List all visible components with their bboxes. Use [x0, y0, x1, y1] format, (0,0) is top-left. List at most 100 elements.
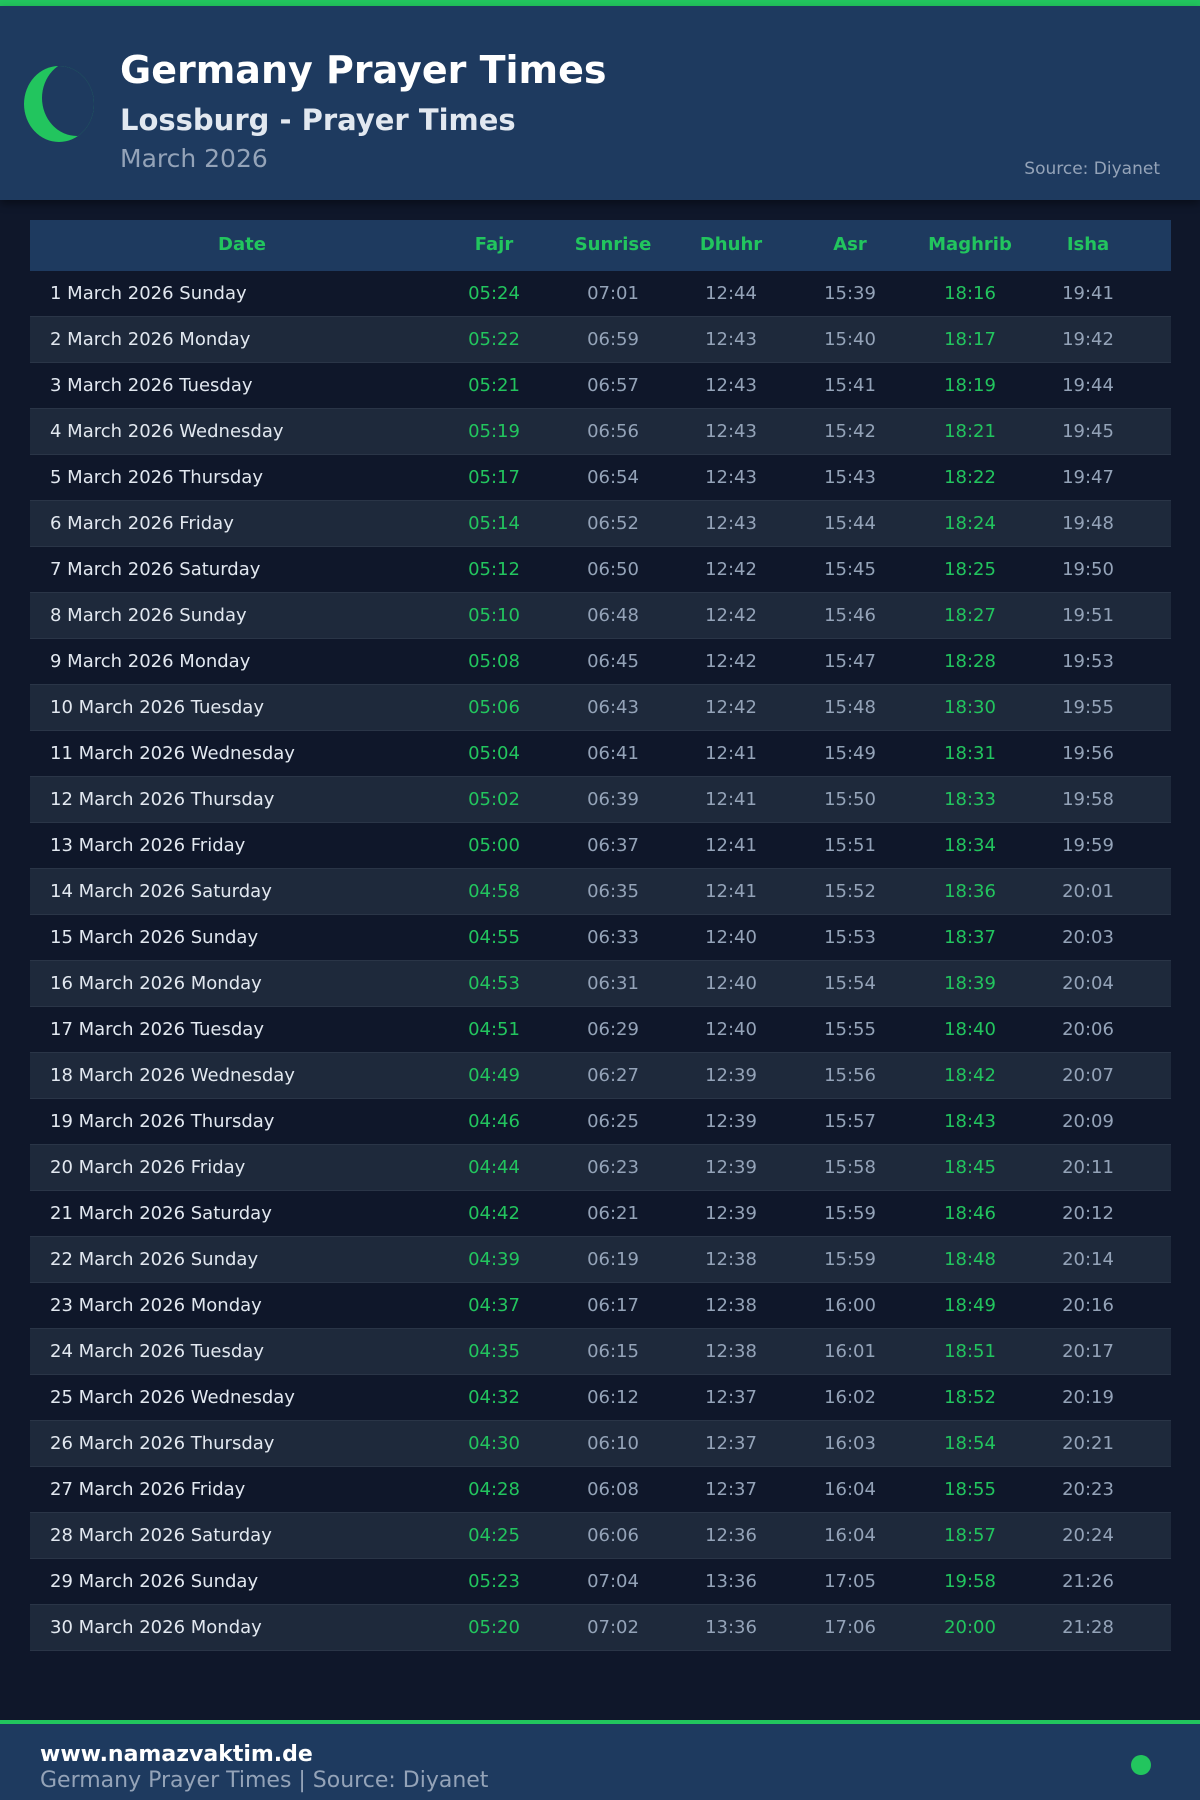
cell-asr: 15:41	[824, 375, 876, 396]
page-header: Germany Prayer Times Lossburg - Prayer T…	[0, 6, 1200, 200]
cell-sunrise: 07:01	[587, 283, 639, 304]
cell-asr: 15:48	[824, 697, 876, 718]
cell-maghrib: 18:40	[944, 1019, 996, 1040]
table-row: 13 March 2026 Friday 05:00 06:37 12:41 15:51…	[30, 823, 1171, 869]
cell-date: 3 March 2026 Tuesday	[50, 375, 253, 396]
cell-maghrib: 18:52	[944, 1387, 996, 1408]
cell-sunrise: 06:27	[587, 1065, 639, 1086]
cell-fajr: 04:46	[468, 1111, 520, 1132]
footer-description: Germany Prayer Times | Source: Diyanet	[40, 1768, 489, 1793]
table-row: 21 March 2026 Saturday 04:42 06:21 12:39 15:…	[30, 1191, 1171, 1237]
cell-isha: 20:04	[1062, 973, 1114, 994]
cell-dhuhr: 12:42	[705, 559, 757, 580]
cell-maghrib: 18:22	[944, 467, 996, 488]
cell-dhuhr: 13:36	[705, 1617, 757, 1638]
cell-maghrib: 18:36	[944, 881, 996, 902]
cell-sunrise: 07:04	[587, 1571, 639, 1592]
cell-isha: 20:07	[1062, 1065, 1114, 1086]
page-footer: www.namazvaktim.de Germany Prayer Times …	[0, 1720, 1200, 1800]
cell-isha: 20:24	[1062, 1525, 1114, 1546]
cell-isha: 19:45	[1062, 421, 1114, 442]
cell-asr: 16:02	[824, 1387, 876, 1408]
cell-date: 9 March 2026 Monday	[50, 651, 251, 672]
cell-fajr: 04:37	[468, 1295, 520, 1316]
cell-date: 12 March 2026 Thursday	[50, 789, 275, 810]
cell-date: 25 March 2026 Wednesday	[50, 1387, 295, 1408]
table-row: 23 March 2026 Monday 04:37 06:17 12:38 16:00…	[30, 1283, 1171, 1329]
column-header-maghrib: Maghrib	[928, 234, 1012, 255]
cell-fajr: 04:32	[468, 1387, 520, 1408]
cell-dhuhr: 12:43	[705, 421, 757, 442]
cell-date: 29 March 2026 Sunday	[50, 1571, 259, 1592]
cell-date: 23 March 2026 Monday	[50, 1295, 262, 1316]
cell-sunrise: 06:43	[587, 697, 639, 718]
cell-sunrise: 06:35	[587, 881, 639, 902]
cell-dhuhr: 12:43	[705, 329, 757, 350]
table-row: 22 March 2026 Sunday 04:39 06:19 12:38 15:59…	[30, 1237, 1171, 1283]
cell-sunrise: 06:56	[587, 421, 639, 442]
cell-date: 22 March 2026 Sunday	[50, 1249, 259, 1270]
cell-asr: 15:39	[824, 283, 876, 304]
cell-isha: 19:48	[1062, 513, 1114, 534]
cell-isha: 20:14	[1062, 1249, 1114, 1270]
cell-isha: 19:59	[1062, 835, 1114, 856]
table-row: 12 March 2026 Thursday 05:02 06:39 12:41 15:…	[30, 777, 1171, 823]
cell-asr: 15:50	[824, 789, 876, 810]
cell-isha: 19:44	[1062, 375, 1114, 396]
cell-fajr: 05:10	[468, 605, 520, 626]
table-row: 8 March 2026 Sunday 05:10 06:48 12:42 15:46 1…	[30, 593, 1171, 639]
cell-sunrise: 06:25	[587, 1111, 639, 1132]
cell-dhuhr: 12:42	[705, 605, 757, 626]
cell-isha: 19:41	[1062, 283, 1114, 304]
cell-asr: 16:01	[824, 1341, 876, 1362]
cell-asr: 15:52	[824, 881, 876, 902]
cell-date: 6 March 2026 Friday	[50, 513, 234, 534]
cell-dhuhr: 12:37	[705, 1479, 757, 1500]
cell-maghrib: 18:17	[944, 329, 996, 350]
cell-asr: 15:45	[824, 559, 876, 580]
cell-fajr: 05:23	[468, 1571, 520, 1592]
cell-date: 19 March 2026 Thursday	[50, 1111, 275, 1132]
column-header-dhuhr: Dhuhr	[699, 234, 763, 255]
table-row: 7 March 2026 Saturday 05:12 06:50 12:42 15:4…	[30, 547, 1171, 593]
cell-fajr: 05:19	[468, 421, 520, 442]
table-header: Date Fajr Sunrise Dhuhr Asr Maghrib Isha	[30, 220, 1171, 271]
crescent-moon-icon	[24, 66, 94, 142]
table-row: 6 March 2026 Friday 05:14 06:52 12:43 15:44 1…	[30, 501, 1171, 547]
cell-fajr: 05:04	[468, 743, 520, 764]
cell-date: 28 March 2026 Saturday	[50, 1525, 272, 1546]
cell-asr: 15:42	[824, 421, 876, 442]
cell-fajr: 04:51	[468, 1019, 520, 1040]
cell-dhuhr: 12:36	[705, 1525, 757, 1546]
table-row: 10 March 2026 Tuesday 05:06 06:43 12:42 15:4…	[30, 685, 1171, 731]
cell-maghrib: 18:33	[944, 789, 996, 810]
cell-asr: 16:04	[824, 1479, 876, 1500]
cell-sunrise: 06:59	[587, 329, 639, 350]
cell-date: 4 March 2026 Wednesday	[50, 421, 284, 442]
cell-sunrise: 06:12	[587, 1387, 639, 1408]
cell-date: 26 March 2026 Thursday	[50, 1433, 275, 1454]
cell-sunrise: 06:54	[587, 467, 639, 488]
page-title: Germany Prayer Times	[120, 48, 607, 92]
cell-dhuhr: 12:39	[705, 1157, 757, 1178]
table-row: 18 March 2026 Wednesday 04:49 06:27 12:39 15…	[30, 1053, 1171, 1099]
cell-sunrise: 06:19	[587, 1249, 639, 1270]
cell-asr: 15:44	[824, 513, 876, 534]
cell-date: 7 March 2026 Saturday	[50, 559, 261, 580]
source-label: Source: Diyanet	[1024, 159, 1160, 179]
table-row: 9 March 2026 Monday 05:08 06:45 12:42 15:47 1…	[30, 639, 1171, 685]
cell-dhuhr: 12:43	[705, 467, 757, 488]
cell-maghrib: 18:25	[944, 559, 996, 580]
cell-dhuhr: 12:38	[705, 1341, 757, 1362]
cell-dhuhr: 12:44	[705, 283, 757, 304]
cell-fajr: 05:12	[468, 559, 520, 580]
column-header-asr: Asr	[833, 234, 867, 255]
cell-asr: 16:00	[824, 1295, 876, 1316]
cell-asr: 16:04	[824, 1525, 876, 1546]
cell-asr: 15:59	[824, 1203, 876, 1224]
footer-site-link[interactable]: www.namazvaktim.de	[40, 1742, 313, 1767]
cell-asr: 15:58	[824, 1157, 876, 1178]
cell-maghrib: 18:16	[944, 283, 996, 304]
cell-sunrise: 06:29	[587, 1019, 639, 1040]
cell-maghrib: 18:30	[944, 697, 996, 718]
